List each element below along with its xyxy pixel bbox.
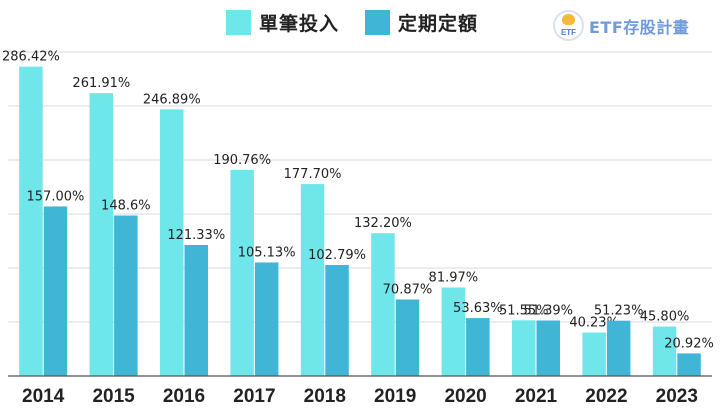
legend-item-lump-sum: 單筆投入 [226, 9, 339, 36]
x-tick-label-2023: 2023 [656, 386, 698, 407]
bar-regular-2020 [466, 318, 490, 376]
bar-regular-2014 [43, 206, 68, 376]
data-label-lump-sum-2018: 177.70% [284, 167, 342, 182]
x-tick-label-2017: 2017 [233, 386, 275, 407]
data-label-lump-sum-2014: 286.42% [2, 50, 60, 65]
x-tick-label-2022: 2022 [585, 386, 627, 407]
bar-lump-sum-2017 [230, 169, 254, 376]
data-label-regular-2021: 51.39% [523, 303, 573, 318]
bar-regular-2016 [184, 244, 208, 376]
bar-lump-sum-2015 [89, 93, 114, 376]
data-label-regular-2018: 102.79% [308, 248, 366, 263]
lightbulb-logo-icon: ETF [553, 10, 584, 41]
bar-regular-2015 [114, 215, 138, 376]
bar-lump-sum-2020 [441, 287, 466, 376]
brand-watermark: ETF ETF存股計畫 [553, 10, 689, 41]
legend-swatch-regular-investment [365, 10, 391, 35]
x-tick-label-2021: 2021 [515, 386, 558, 407]
x-tick-label-2019: 2019 [374, 386, 416, 407]
bar-lump-sum-2022 [582, 332, 606, 376]
x-tick-label-2015: 2015 [92, 386, 135, 407]
bar-regular-2023 [677, 353, 701, 376]
brand-name: ETF存股計畫 [589, 17, 690, 37]
bar-lump-sum-2014 [19, 66, 43, 377]
bar-regular-2017 [254, 262, 279, 376]
data-label-lump-sum-2021: 51.55% [499, 303, 549, 318]
bar-lump-sum-2016 [160, 109, 184, 377]
data-label-regular-2023: 20.92% [664, 336, 714, 351]
legend: 單筆投入 定期定額 [226, 9, 504, 36]
bar-regular-2022 [606, 320, 631, 376]
legend-item-regular-investment: 定期定額 [365, 9, 478, 36]
legend-label-lump-sum: 單筆投入 [259, 13, 340, 35]
bar-regular-2019 [395, 299, 420, 376]
bar-regular-2021 [536, 320, 560, 376]
data-label-regular-2014: 157.00% [27, 189, 85, 204]
data-label-lump-sum-2017: 190.76% [213, 153, 271, 168]
data-label-regular-2016: 121.33% [167, 228, 225, 243]
data-label-regular-2017: 105.13% [238, 245, 296, 260]
data-label-regular-2020: 53.63% [453, 301, 503, 316]
data-label-lump-sum-2016: 246.89% [143, 92, 201, 107]
x-tick-label-2014: 2014 [22, 386, 65, 407]
data-label-regular-2015: 148.6% [101, 199, 151, 214]
data-label-lump-sum-2015: 261.91% [72, 76, 130, 91]
bar-lump-sum-2021 [512, 320, 536, 376]
legend-label-regular-investment: 定期定額 [398, 13, 479, 35]
bar-regular-2018 [325, 264, 349, 376]
legend-swatch-lump-sum [226, 10, 251, 35]
bar-lump-sum-2018 [300, 184, 325, 376]
x-tick-label-2018: 2018 [304, 386, 346, 407]
bar-lump-sum-2023 [652, 326, 677, 376]
data-label-lump-sum-2022: 40.23% [569, 316, 619, 331]
x-tick-label-2016: 2016 [163, 386, 205, 407]
data-label-regular-2019: 70.87% [383, 282, 433, 297]
data-label-lump-sum-2020: 81.97% [429, 270, 479, 285]
x-tick-label-2020: 2020 [444, 386, 486, 407]
data-label-regular-2022: 51.23% [594, 304, 644, 319]
data-label-lump-sum-2019: 132.20% [354, 216, 412, 231]
data-label-lump-sum-2023: 45.80% [640, 310, 690, 325]
bar-lump-sum-2019 [371, 233, 395, 376]
